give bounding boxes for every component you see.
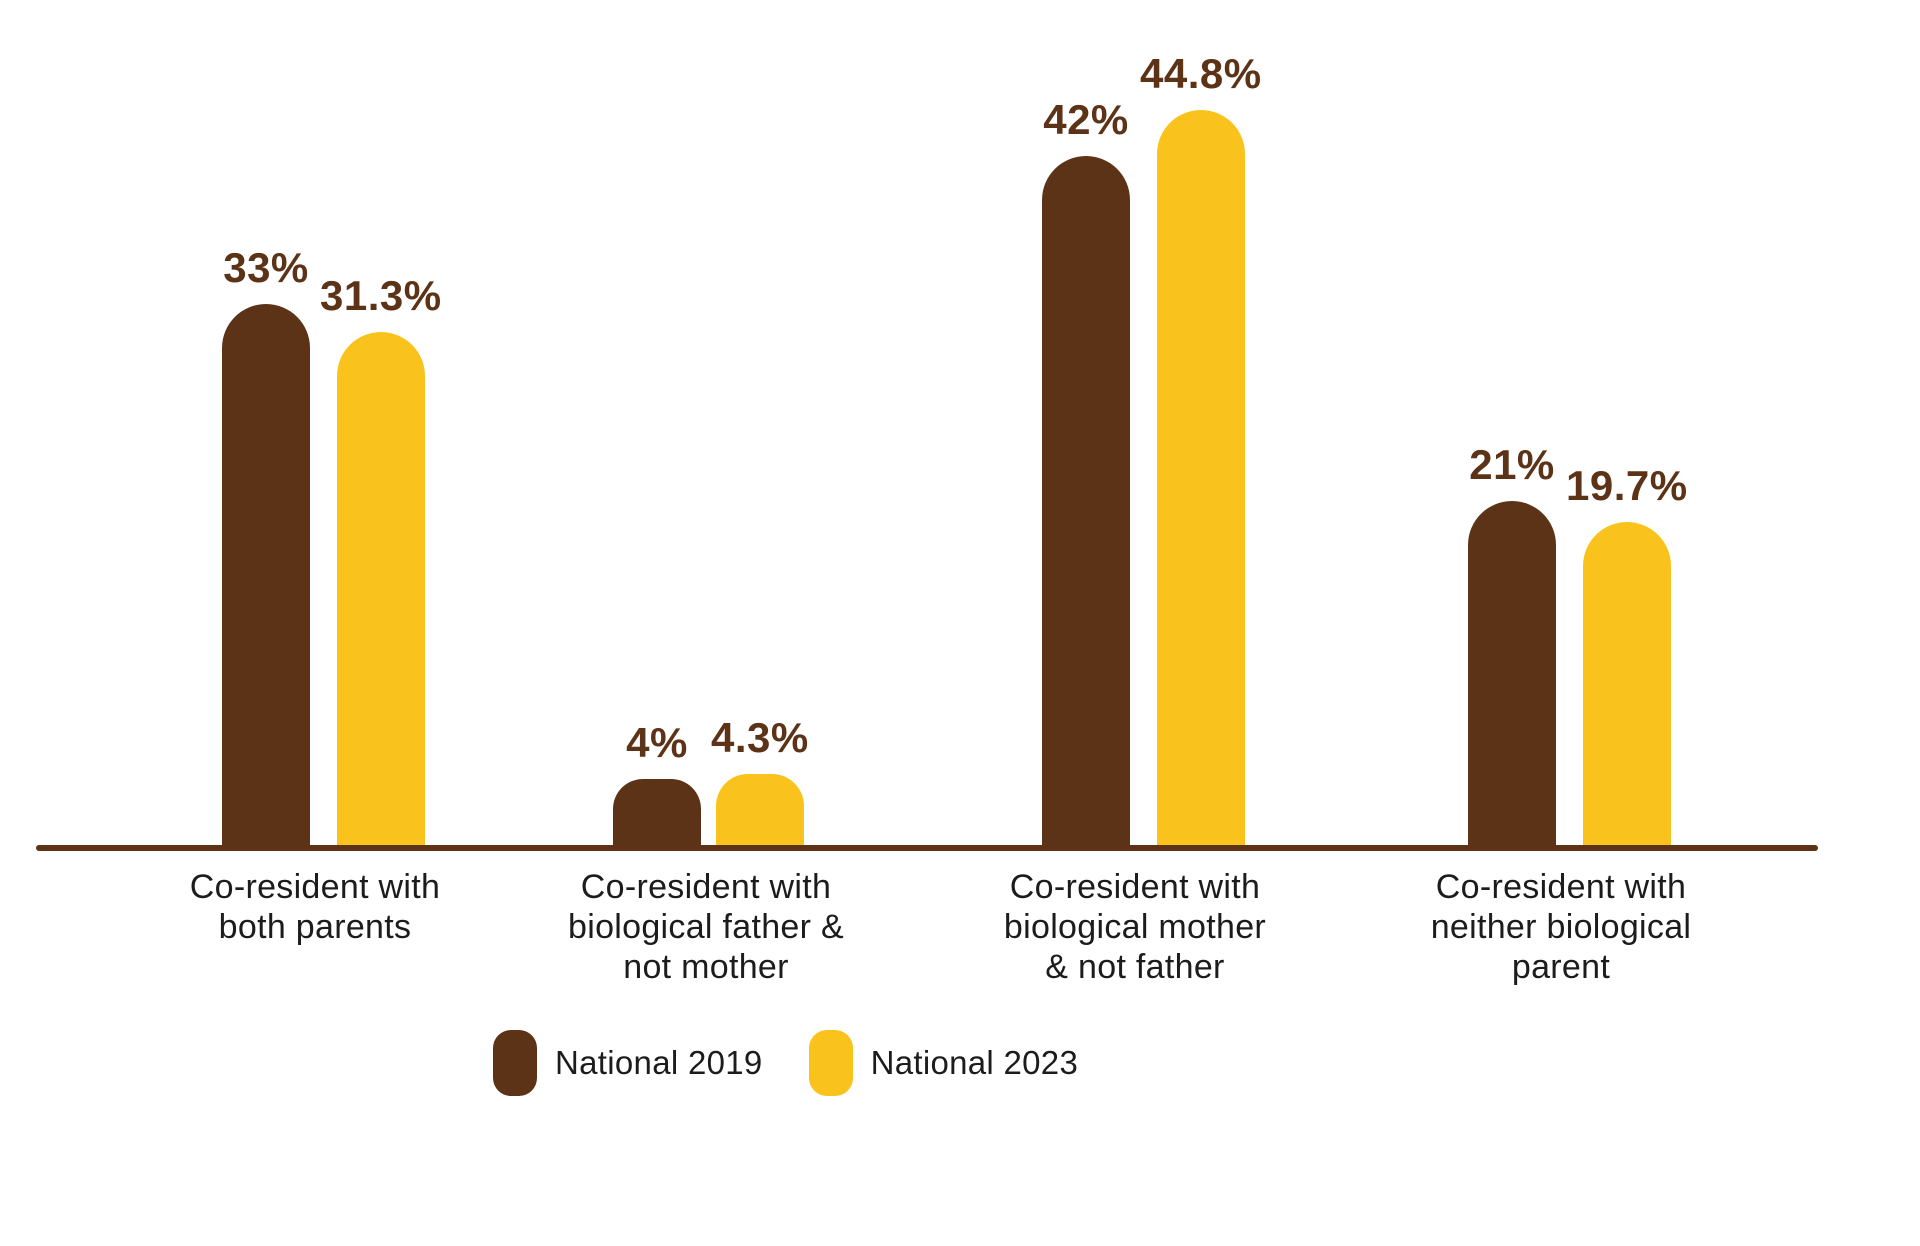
- bar-value-label: 44.8%: [1140, 50, 1262, 97]
- category-label-line: neither biological: [1430, 907, 1692, 946]
- legend: National 2019 National 2023: [493, 1030, 1078, 1096]
- category-label: Co-resident with both parents: [125, 868, 505, 948]
- bar-national-2019: [222, 304, 310, 845]
- bar-column: 19.7%: [1566, 462, 1688, 845]
- bar-national-2023: [1582, 522, 1671, 845]
- bar-column: 44.8%: [1140, 50, 1262, 845]
- bar-group: 42% 44.8%: [1042, 50, 1262, 845]
- bar-column: 21%: [1468, 441, 1556, 845]
- category-label-line: Co-resident with: [580, 868, 832, 906]
- bar-value-label: 31.3%: [320, 272, 442, 319]
- bar-value-label: 4%: [626, 719, 688, 766]
- category-label-line: parent: [1511, 947, 1611, 986]
- category-label-line: both parents: [218, 907, 412, 946]
- bar-column: 33%: [222, 244, 310, 845]
- bar-column: 31.3%: [320, 272, 442, 845]
- legend-label: National 2023: [870, 1044, 1079, 1081]
- bar-national-2019: [1468, 501, 1556, 845]
- category-label: Co-resident with neither biological parent: [1371, 868, 1751, 987]
- bar-column: 4%: [613, 719, 701, 845]
- bar-group: 4% 4.3%: [613, 714, 809, 845]
- bar-national-2023: [1156, 110, 1245, 845]
- category-label: Co-resident with biological father & not m…: [516, 868, 896, 987]
- bar-column: 42%: [1042, 96, 1130, 845]
- category-label-line: not mother: [623, 947, 789, 986]
- bar-value-label: 42%: [1043, 96, 1129, 143]
- bar-national-2023: [715, 774, 804, 845]
- bar-value-label: 21%: [1469, 441, 1555, 488]
- legend-swatch: [493, 1030, 537, 1096]
- legend-item: National 2019: [493, 1030, 763, 1096]
- category-label-line: biological mother: [1003, 907, 1267, 946]
- bar-value-label: 4.3%: [711, 714, 809, 761]
- category-label-line: Co-resident with: [1009, 868, 1261, 906]
- bar-value-label: 19.7%: [1566, 462, 1688, 509]
- category-label: Co-resident with biological mother & not f…: [945, 868, 1325, 987]
- legend-swatch: [808, 1030, 853, 1096]
- bar-column: 4.3%: [711, 714, 809, 845]
- bar-group: 33% 31.3%: [222, 244, 442, 845]
- plot-area: 33% 31.3% 4% 4.3% 42% 44.8% 21% 19.7%: [36, 50, 1818, 851]
- category-label-line: & not father: [1045, 947, 1225, 986]
- legend-label: National 2019: [555, 1044, 763, 1081]
- bar-group: 21% 19.7%: [1468, 441, 1688, 845]
- category-label-line: biological father &: [568, 907, 844, 946]
- bar-national-2023: [336, 332, 425, 845]
- category-label-line: Co-resident with: [1435, 868, 1687, 906]
- category-label-line: Co-resident with: [189, 868, 441, 906]
- x-axis-line: [36, 845, 1818, 851]
- bar-national-2019: [613, 779, 701, 845]
- bar-national-2019: [1042, 156, 1130, 845]
- bar-value-label: 33%: [223, 244, 309, 291]
- legend-item: National 2023: [808, 1030, 1079, 1096]
